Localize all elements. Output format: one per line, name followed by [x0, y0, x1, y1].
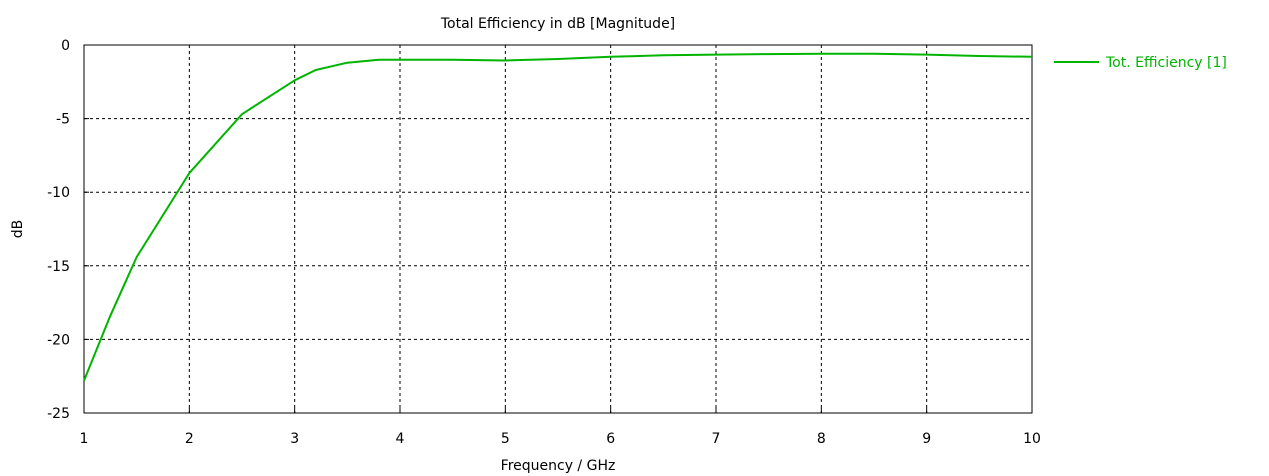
legend[interactable]: Tot. Efficiency [1]	[1054, 55, 1227, 71]
x-tick-label-9: 10	[1023, 431, 1041, 447]
x-tick-label-2: 3	[290, 431, 299, 447]
series-line-0	[83, 52, 1033, 381]
x-tick-label-1: 2	[185, 431, 194, 447]
x-tick-label-8: 9	[922, 431, 931, 447]
axis-ticks: 1 2 3 4 5 6 7 8 9 10 0 -5 -10 -15 -20 -25	[47, 38, 1041, 447]
y-tick-label-5: -25	[47, 406, 70, 422]
x-axis-label: Frequency / GHz	[501, 458, 616, 474]
series-layer	[83, 52, 1033, 381]
plot-area-frame	[83, 44, 1033, 414]
legend-label-tot-efficiency: Tot. Efficiency [1]	[1105, 55, 1227, 71]
x-tick-label-7: 8	[817, 431, 826, 447]
y-axis-label: dB	[10, 220, 26, 239]
y-tick-label-4: -20	[47, 332, 70, 348]
x-tick-label-5: 6	[606, 431, 615, 447]
x-tick-label-4: 5	[501, 431, 510, 447]
y-tick-label-3: -15	[47, 259, 70, 275]
chart-title: Total Efficiency in dB [Magnitude]	[440, 16, 675, 32]
y-tick-label-1: -5	[56, 112, 70, 128]
y-tick-label-2: -10	[47, 185, 70, 201]
x-tick-label-6: 7	[712, 431, 721, 447]
y-tick-label-0: 0	[61, 38, 70, 54]
x-tick-label-0: 1	[80, 431, 89, 447]
grid	[84, 45, 1032, 413]
x-tick-label-3: 4	[396, 431, 405, 447]
